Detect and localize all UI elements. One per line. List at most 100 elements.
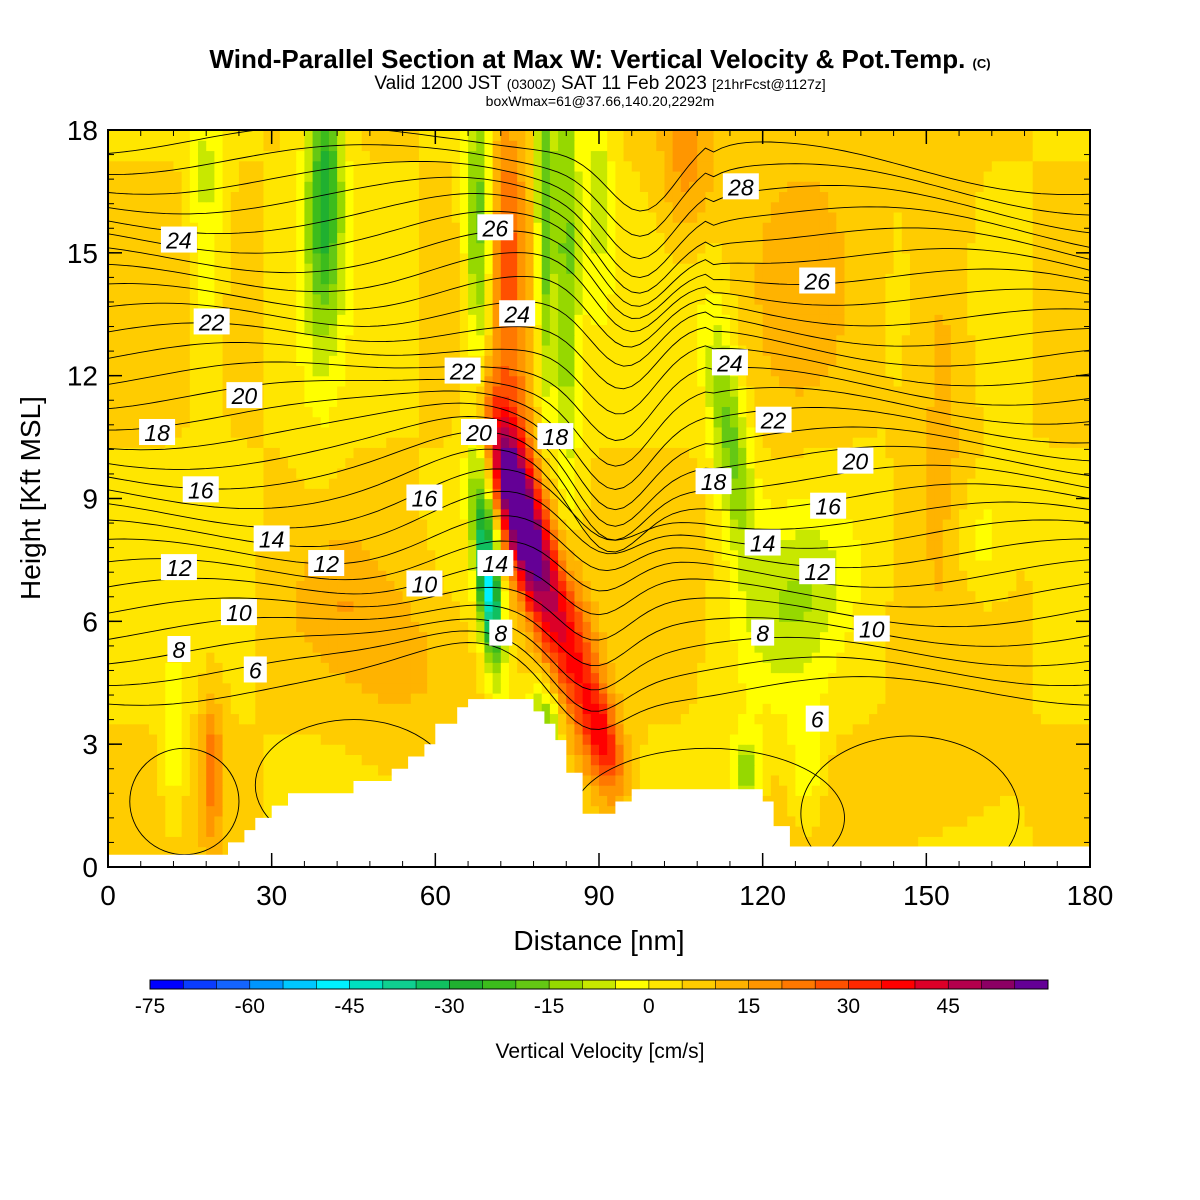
velocity-cell [386,774,396,786]
velocity-cell [279,508,289,520]
velocity-cell [312,733,322,745]
velocity-cell [770,744,780,756]
velocity-cell [623,774,633,786]
velocity-cell [296,754,305,766]
velocity-cell [623,518,633,530]
velocity-cell [508,478,518,489]
velocity-cell [328,631,338,643]
velocity-cell [705,559,715,571]
velocity-cell [664,672,674,684]
velocity-cell [558,457,567,469]
velocity-cell [656,467,666,479]
velocity-cell [378,457,387,469]
velocity-cell [124,621,134,633]
velocity-cell [615,559,625,571]
velocity-cell [533,508,543,520]
velocity-cell [672,447,682,459]
velocity-cell [1073,590,1083,602]
velocity-cell [983,785,993,796]
velocity-cell [582,754,592,766]
velocity-cell [165,672,175,684]
velocity-cell [198,600,207,612]
velocity-cell [721,580,731,592]
velocity-cell [819,826,829,837]
velocity-cell [247,713,256,725]
velocity-cell [901,631,911,643]
velocity-cell [386,447,396,459]
velocity-cell [214,836,224,848]
velocity-cell [410,713,420,725]
velocity-cell [328,498,338,510]
velocity-cell [165,836,175,848]
velocity-cell [999,529,1009,541]
velocity-cell [983,826,993,837]
velocity-cell [263,641,273,653]
velocity-cell [926,580,936,592]
velocity-cell [255,631,265,643]
velocity-cell [1024,713,1034,725]
velocity-cell [492,467,502,479]
velocity-cell [173,457,183,469]
velocity-cell [738,447,747,459]
velocity-cell [263,733,273,745]
velocity-cell [967,692,977,704]
velocity-cell [157,703,166,715]
velocity-cell [787,580,796,592]
velocity-cell [230,692,240,704]
velocity-cell [811,518,821,530]
velocity-cell [648,652,657,663]
velocity-cell [1032,600,1042,612]
velocity-cell [705,641,715,653]
velocity-cell [639,641,649,653]
velocity-cell [238,744,248,756]
velocity-cell [901,498,911,510]
velocity-cell [819,447,829,459]
velocity-cell [950,785,960,796]
velocity-cell [410,611,420,622]
velocity-cell [1024,447,1034,459]
velocity-cell [975,549,985,561]
velocity-cell [468,641,477,653]
velocity-cell [328,672,338,684]
velocity-cell [836,703,846,715]
velocity-cell [378,559,387,571]
velocity-cell [566,508,576,520]
velocity-cell [983,713,993,725]
velocity-cell [967,723,977,735]
velocity-cell [279,703,289,715]
velocity-cell [582,744,592,756]
velocity-cell [975,826,985,837]
velocity-cell [189,672,199,684]
velocity-cell [173,590,183,602]
velocity-cell [492,611,502,622]
velocity-cell [754,744,764,756]
velocity-cell [664,437,674,448]
velocity-cell [124,795,134,807]
velocity-cell [959,559,968,571]
velocity-cell [942,723,952,735]
velocity-cell [1008,692,1017,704]
velocity-cell [746,764,756,776]
velocity-cell [500,590,510,602]
velocity-cell [852,764,862,776]
velocity-cell [811,662,821,674]
velocity-cell [893,611,903,622]
velocity-cell [148,662,158,674]
velocity-cell [1016,785,1026,796]
velocity-cell [189,744,199,756]
velocity-cell [705,580,715,592]
velocity-cell [1016,518,1026,530]
velocity-cell [566,559,576,571]
velocity-cell [386,518,396,530]
velocity-cell [999,805,1009,817]
velocity-cell [819,744,829,756]
velocity-cell [238,723,248,735]
velocity-cell [247,518,256,530]
velocity-cell [214,590,224,602]
velocity-cell [909,478,919,489]
velocity-cell [787,641,796,653]
velocity-cell [279,518,289,530]
velocity-cell [623,467,633,479]
velocity-cell [247,795,256,807]
velocity-cell [263,713,273,725]
